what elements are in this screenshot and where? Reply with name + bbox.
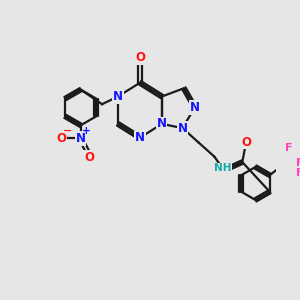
Text: F: F xyxy=(296,158,300,168)
Text: O: O xyxy=(242,136,251,149)
Text: N: N xyxy=(76,132,86,145)
Text: N: N xyxy=(178,122,188,135)
Text: F: F xyxy=(285,143,293,153)
Text: O: O xyxy=(84,151,94,164)
Text: F: F xyxy=(296,168,300,178)
Text: N: N xyxy=(190,101,200,114)
Text: N: N xyxy=(113,90,123,103)
Text: NH: NH xyxy=(214,163,231,173)
Text: N: N xyxy=(157,117,167,130)
Text: N: N xyxy=(135,131,145,144)
Text: O: O xyxy=(56,132,67,145)
Text: O: O xyxy=(135,51,145,64)
Text: +: + xyxy=(82,126,91,136)
Text: −: − xyxy=(63,126,73,136)
